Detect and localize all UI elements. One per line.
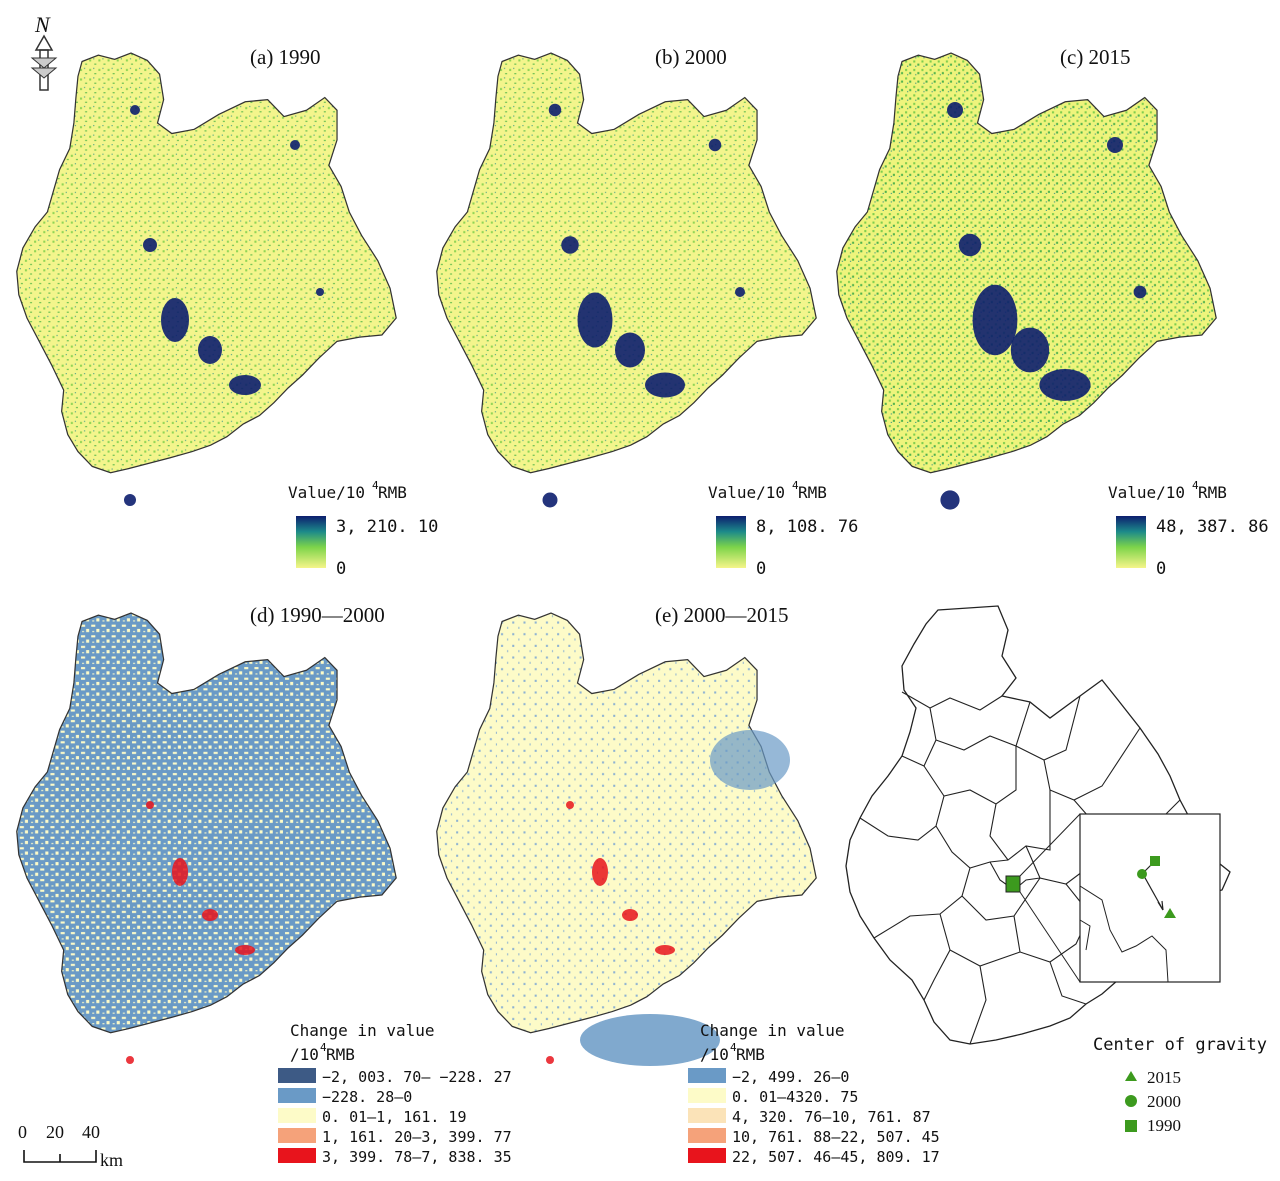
- legend-triangle-icon: [1125, 1071, 1137, 1081]
- legend-unit: RMB: [798, 483, 827, 502]
- legend-superscript: 4: [792, 479, 799, 492]
- legend-label: −228. 28—0: [322, 1088, 412, 1106]
- legend-superscript: 4: [730, 1041, 737, 1054]
- value-map: [836, 52, 1217, 510]
- legend-label: 22, 507. 46—45, 809. 17: [732, 1148, 940, 1166]
- value-map: [16, 52, 397, 506]
- legend-title: Change in value: [700, 1021, 845, 1040]
- panel-d: (d) 1990—2000 Change in value/10 4 RMB −2, …: [16, 603, 512, 1166]
- legend-min: 0: [1156, 559, 1166, 579]
- legend-label: 1, 161. 20—3, 399. 77: [322, 1128, 512, 1146]
- gravity-panel: [845, 605, 1231, 1045]
- north-arrow: N: [30, 12, 58, 91]
- panel-title: (b) 2000: [655, 45, 727, 69]
- legend-max: 3, 210. 10: [336, 517, 438, 537]
- legend-swatch: [688, 1128, 726, 1143]
- legend-label: 0. 01—4320. 75: [732, 1088, 858, 1106]
- scale-bar: 0 20 40 km: [18, 1122, 123, 1170]
- legend-title-unit: /10: [290, 1045, 319, 1064]
- legend-swatch: [278, 1088, 316, 1103]
- gravity-1990-marker: [1150, 856, 1160, 866]
- legend-unit: RMB: [736, 1045, 765, 1064]
- change-map: [436, 612, 817, 1066]
- gravity-legend-label: 2015: [1147, 1068, 1181, 1087]
- legend-title-unit: /10: [700, 1045, 729, 1064]
- legend-swatch: [278, 1148, 316, 1163]
- panel-title: (a) 1990: [250, 45, 321, 69]
- legend-min: 0: [756, 559, 766, 579]
- panel-c: (c) 2015 Value/10 4 RMB 48, 387. 86 0: [836, 45, 1269, 579]
- gravity-inset: [1079, 813, 1221, 983]
- legend-swatch: [688, 1068, 726, 1083]
- legend-max: 8, 108. 76: [756, 517, 858, 537]
- north-label: N: [34, 12, 51, 37]
- color-ramp: [1116, 516, 1146, 568]
- panel-title: (d) 1990—2000: [250, 603, 385, 627]
- legend-superscript: 4: [320, 1041, 327, 1054]
- legend-swatch: [688, 1088, 726, 1103]
- legend-title: Change in value: [290, 1021, 435, 1040]
- legend-label: −2, 003. 70— −228. 27: [322, 1068, 512, 1086]
- legend-swatch: [278, 1128, 316, 1143]
- panel-e: (e) 2000—2015 Change in value/10 4 RMB −2, …: [436, 603, 940, 1166]
- scale-tick-label: 20: [46, 1122, 64, 1142]
- legend-swatch: [688, 1108, 726, 1123]
- legend-circle-icon: [1125, 1095, 1137, 1107]
- legend-square-icon: [1125, 1120, 1137, 1132]
- gravity-2000-marker: [1137, 869, 1147, 879]
- panel-b: (b) 2000 Value/10 4 RMB 8, 108. 76 0: [436, 45, 858, 579]
- gravity-legend-title: Center of gravity: [1093, 1035, 1267, 1055]
- legend-unit: RMB: [326, 1045, 355, 1064]
- gravity-legend-label: 1990: [1147, 1116, 1181, 1135]
- legend-unit: RMB: [378, 483, 407, 502]
- scale-unit: km: [100, 1150, 123, 1170]
- legend-superscript: 4: [372, 479, 379, 492]
- gravity-legend-label: 2000: [1147, 1092, 1181, 1111]
- legend-title: Value/10: [708, 483, 785, 502]
- legend-min: 0: [336, 559, 346, 579]
- legend-max: 48, 387. 86: [1156, 517, 1269, 537]
- legend-title: Value/10: [288, 483, 365, 502]
- panel-title: (c) 2015: [1060, 45, 1131, 69]
- legend-unit: RMB: [1198, 483, 1227, 502]
- legend-superscript: 4: [1192, 479, 1199, 492]
- scale-tick-label: 40: [82, 1122, 100, 1142]
- scale-tick-label: 0: [18, 1122, 27, 1142]
- color-ramp: [296, 516, 326, 568]
- legend-label: 0. 01—1, 161. 19: [322, 1108, 467, 1126]
- legend-swatch: [278, 1068, 316, 1083]
- gravity-legend: Center of gravity 2015 2000 1990: [1093, 1035, 1267, 1135]
- legend-label: −2, 499. 26—0: [732, 1068, 849, 1086]
- legend-swatch: [688, 1148, 726, 1163]
- legend-label: 3, 399. 78—7, 838. 35: [322, 1148, 512, 1166]
- panel-title: (e) 2000—2015: [655, 603, 789, 627]
- change-map: [16, 612, 397, 1064]
- panel-a: (a) 1990 Value/10 4 RMB 3, 210. 10 0: [16, 45, 438, 579]
- gravity-location-marker: [1005, 875, 1021, 893]
- value-map: [436, 52, 817, 508]
- gravity-2015-marker: [1164, 908, 1176, 918]
- legend-label: 10, 761. 88—22, 507. 45: [732, 1128, 940, 1146]
- legend-label: 4, 320. 76—10, 761. 87: [732, 1108, 931, 1126]
- color-ramp: [716, 516, 746, 568]
- legend-title: Value/10: [1108, 483, 1185, 502]
- legend-swatch: [278, 1108, 316, 1123]
